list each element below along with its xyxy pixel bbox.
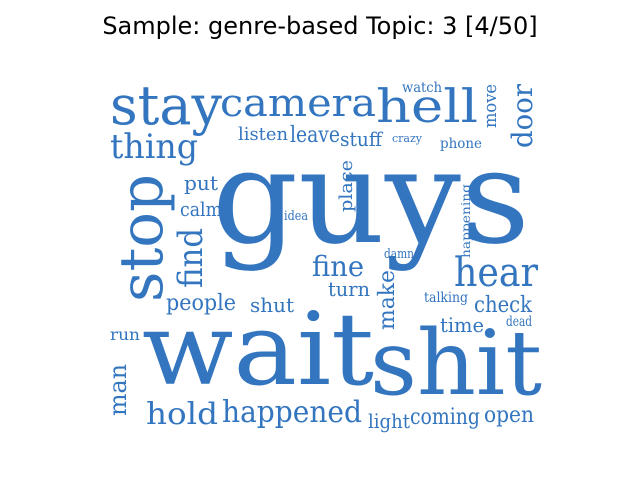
word-wait: wait (142, 291, 374, 408)
word-damn: damn (384, 247, 415, 262)
word-put: put (184, 171, 218, 195)
word-run: run (110, 325, 140, 344)
word-stuff: stuff (340, 127, 384, 151)
word-happened: happened (222, 395, 362, 430)
word-watch: watch (402, 80, 442, 96)
word-camera: camera (220, 81, 376, 125)
word-stay: stay (110, 74, 222, 137)
word-phone: phone (440, 136, 482, 152)
word-idea: idea (284, 209, 308, 224)
word-open: open (484, 403, 534, 428)
word-fine: fine (312, 250, 364, 283)
word-light: light (368, 409, 410, 433)
word-coming: coming (410, 405, 480, 430)
word-listen: listen (238, 124, 288, 145)
word-move: move (480, 84, 501, 128)
word-people: people (166, 291, 236, 316)
word-turn: turn (328, 277, 370, 301)
word-hold: hold (146, 397, 218, 432)
word-hear: hear (454, 250, 539, 296)
word-hell: hell (376, 79, 478, 133)
word-shit: shit (370, 311, 542, 416)
word-check: check (474, 293, 533, 318)
word-calm: calm (180, 197, 222, 221)
figure-title: Sample: genre-based Topic: 3 [4/50] (102, 12, 538, 40)
word-talking: talking (424, 290, 468, 306)
word-time: time (440, 313, 484, 337)
word-thing: thing (110, 127, 198, 167)
word-man: man (104, 364, 132, 416)
word-leave: leave (290, 123, 340, 148)
word-guys: guys (212, 121, 530, 273)
word-stop: stop (107, 174, 177, 302)
word-shut: shut (250, 293, 294, 317)
word-find: find (171, 228, 211, 288)
word-door: door (506, 83, 539, 148)
word-happening: happening (459, 184, 473, 258)
word-place: place (336, 160, 357, 212)
word-dead: dead (506, 314, 532, 330)
word-crazy: crazy (392, 132, 423, 145)
word-make: make (375, 270, 400, 330)
